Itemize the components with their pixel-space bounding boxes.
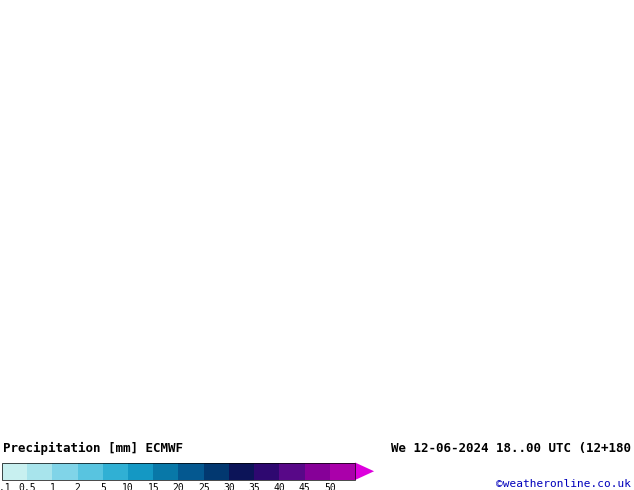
Text: 10: 10 bbox=[122, 483, 134, 490]
Bar bbox=[179, 463, 204, 480]
Bar bbox=[254, 463, 280, 480]
Bar bbox=[2, 463, 27, 480]
Text: 0.1: 0.1 bbox=[0, 483, 11, 490]
Text: 2: 2 bbox=[75, 483, 81, 490]
Bar bbox=[53, 463, 77, 480]
Text: 50: 50 bbox=[324, 483, 335, 490]
Bar bbox=[128, 463, 153, 480]
Bar bbox=[229, 463, 254, 480]
Text: We 12-06-2024 18..00 UTC (12+180: We 12-06-2024 18..00 UTC (12+180 bbox=[391, 442, 631, 455]
Bar bbox=[330, 463, 355, 480]
Text: 20: 20 bbox=[172, 483, 184, 490]
Polygon shape bbox=[355, 463, 374, 480]
Bar bbox=[2, 463, 355, 480]
Text: ©weatheronline.co.uk: ©weatheronline.co.uk bbox=[496, 479, 631, 489]
Text: Precipitation [mm] ECMWF: Precipitation [mm] ECMWF bbox=[3, 442, 183, 455]
Bar bbox=[77, 463, 103, 480]
Text: 1: 1 bbox=[49, 483, 55, 490]
Text: 35: 35 bbox=[249, 483, 260, 490]
Text: 25: 25 bbox=[198, 483, 210, 490]
Bar bbox=[280, 463, 304, 480]
Bar bbox=[204, 463, 229, 480]
Bar bbox=[103, 463, 128, 480]
Bar bbox=[153, 463, 179, 480]
Text: 0.5: 0.5 bbox=[18, 483, 36, 490]
Text: 40: 40 bbox=[273, 483, 285, 490]
Bar bbox=[27, 463, 53, 480]
Bar bbox=[304, 463, 330, 480]
Text: 30: 30 bbox=[223, 483, 235, 490]
Text: 45: 45 bbox=[299, 483, 311, 490]
Text: 15: 15 bbox=[147, 483, 159, 490]
Text: 5: 5 bbox=[100, 483, 106, 490]
